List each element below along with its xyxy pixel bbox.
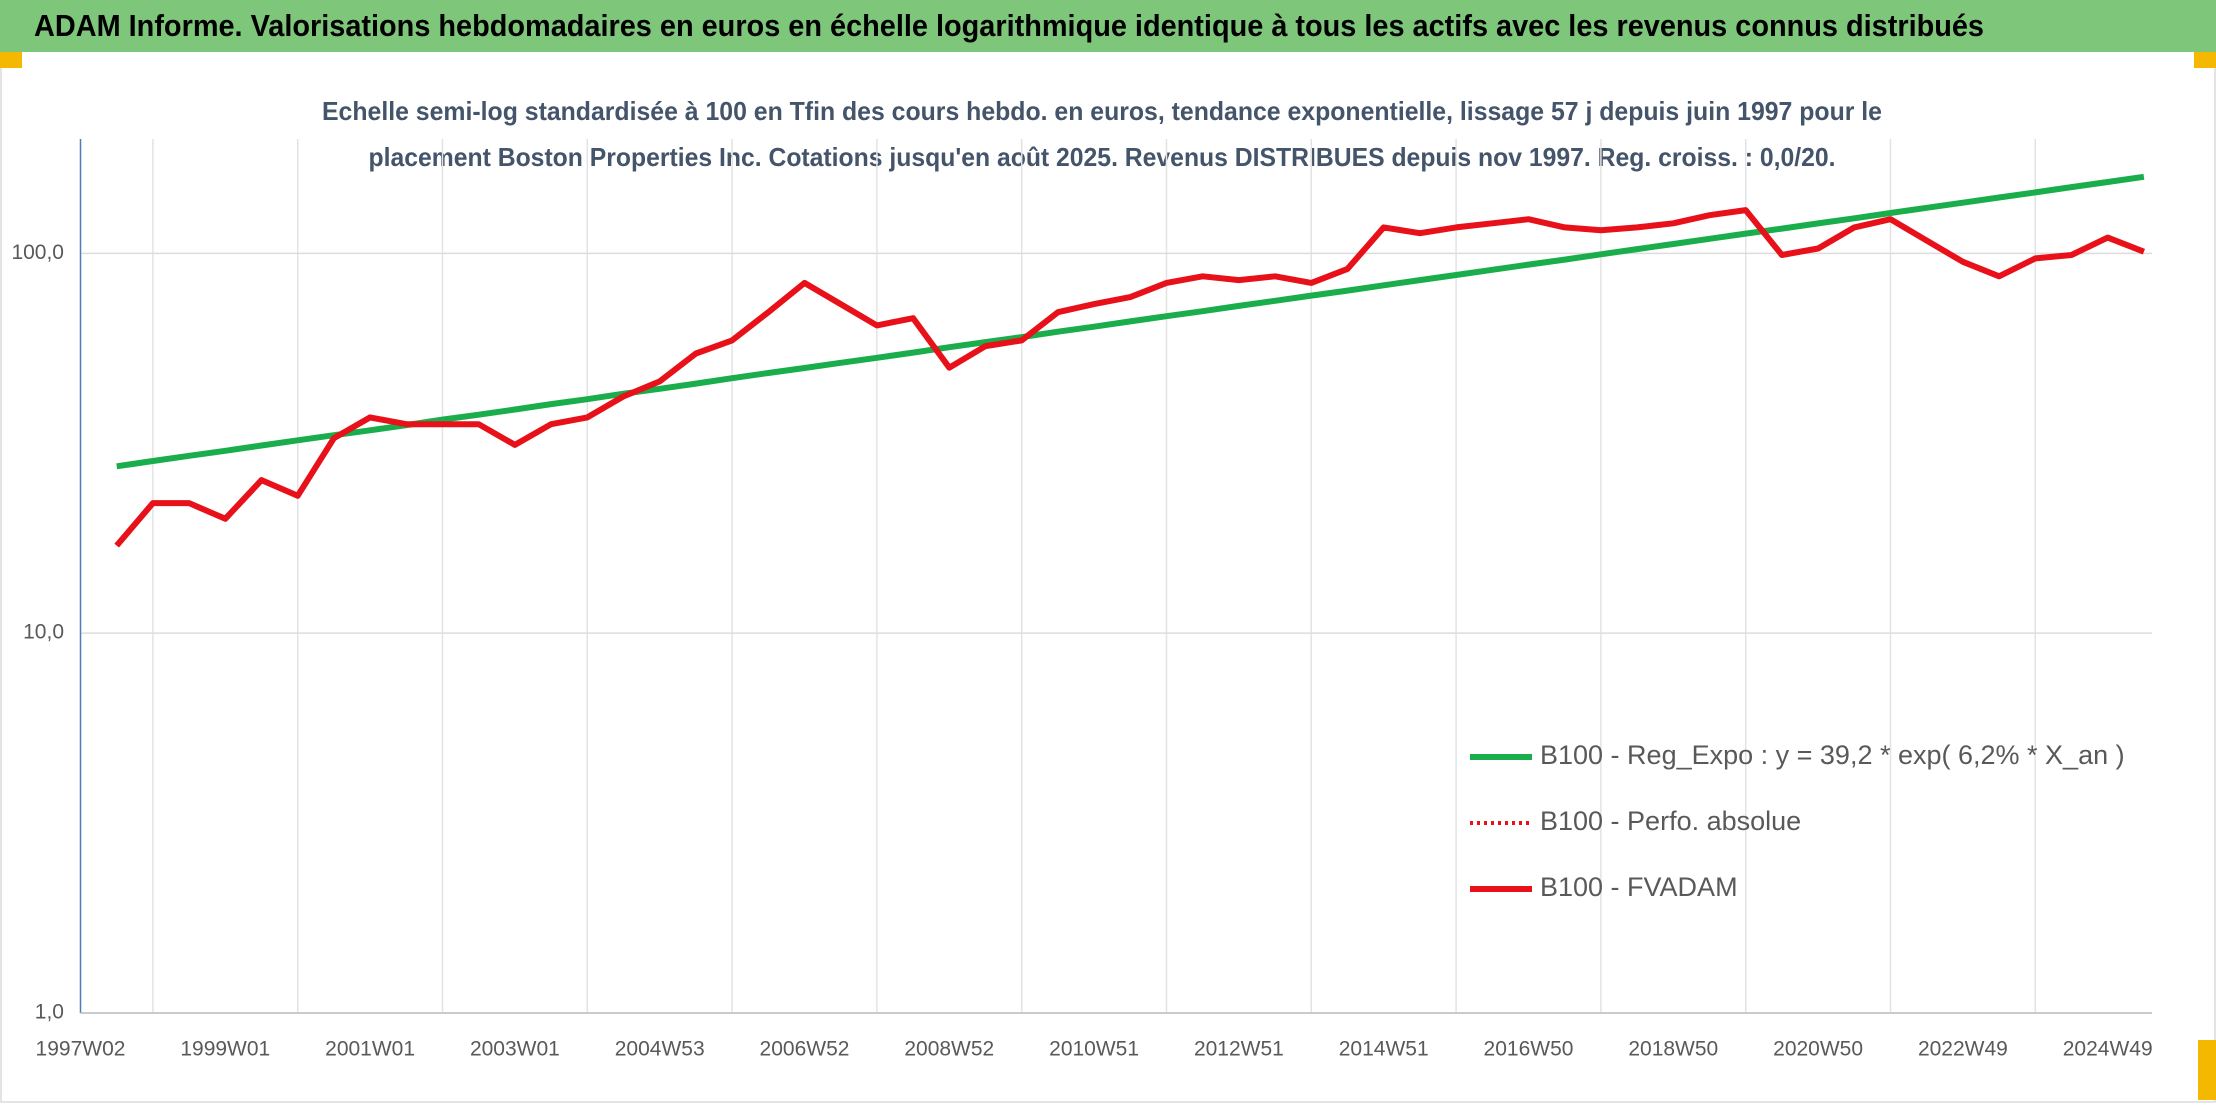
header-bar bbox=[0, 0, 2216, 52]
series-line bbox=[114, 207, 2145, 548]
x-tick-label: 2018W50 bbox=[1628, 1038, 1718, 1061]
corner-mark bbox=[2194, 52, 2216, 68]
x-tick-label: 2008W52 bbox=[904, 1038, 994, 1061]
chart-subtitle: Echelle semi-log standardisée à 100 en T… bbox=[322, 96, 1882, 126]
x-tick-label: 2004W53 bbox=[615, 1038, 705, 1061]
legend-label: B100 - Perfo. absolue bbox=[1540, 806, 1801, 836]
legend-label: B100 - Reg_Expo : y = 39,2 * exp( 6,2% *… bbox=[1540, 740, 2125, 770]
x-tick-label: 2003W01 bbox=[470, 1038, 560, 1061]
x-tick-label: 2014W51 bbox=[1339, 1038, 1429, 1061]
y-tick-label: 100,0 bbox=[11, 241, 64, 264]
y-tick-label: 10,0 bbox=[23, 621, 64, 644]
x-tick-label: 2006W52 bbox=[760, 1038, 850, 1061]
x-tick-label: 2022W49 bbox=[1918, 1038, 2008, 1061]
corner-mark bbox=[0, 52, 22, 68]
x-tick-label: 2016W50 bbox=[1484, 1038, 1574, 1061]
series-line bbox=[116, 173, 2145, 470]
legend-label: B100 - FVADAM bbox=[1540, 872, 1738, 902]
x-tick-label: 2010W51 bbox=[1049, 1038, 1139, 1061]
y-tick-label: 1,0 bbox=[35, 1001, 64, 1024]
x-tick-label: 2024W49 bbox=[2063, 1038, 2153, 1061]
x-tick-label: 1999W01 bbox=[180, 1038, 270, 1061]
x-tick-label: 1997W02 bbox=[36, 1038, 126, 1061]
x-tick-label: 2020W50 bbox=[1773, 1038, 1863, 1061]
x-tick-label: 2012W51 bbox=[1194, 1038, 1284, 1061]
page-title: ADAM Informe. Valorisations hebdomadaire… bbox=[34, 8, 1984, 43]
x-tick-label: 2001W01 bbox=[325, 1038, 415, 1061]
corner-mark bbox=[2198, 1040, 2216, 1100]
chart-subtitle: placement Boston Properties Inc. Cotatio… bbox=[369, 142, 1836, 172]
